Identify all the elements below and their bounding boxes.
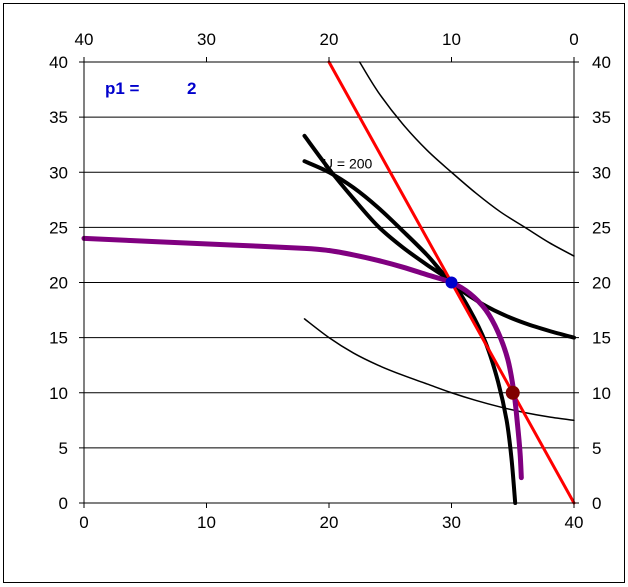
y-tick-label: 5: [59, 439, 68, 458]
indifference-thick-flat: [302, 159, 576, 340]
y-tick-label: 40: [49, 53, 68, 72]
right-tick-label: 40: [592, 53, 611, 72]
right-tick-label: 15: [592, 329, 611, 348]
right-tick-label: 20: [592, 274, 611, 293]
point-marker-1: [445, 276, 458, 289]
indifference-thin-lower: [303, 318, 575, 422]
y-tick-label: 10: [49, 384, 68, 403]
indifference-thin-upper: [358, 61, 575, 257]
right-tick-label: 35: [592, 108, 611, 127]
y-tick-label: 15: [49, 329, 68, 348]
x-tick-label: 30: [442, 513, 461, 532]
x-tick-label: 0: [79, 513, 88, 532]
top-tick-label: 0: [569, 30, 578, 49]
right-tick-label: 0: [592, 494, 601, 513]
right-tick-label: 5: [592, 439, 601, 458]
y-tick-label: 20: [49, 274, 68, 293]
right-tick-label: 25: [592, 218, 611, 237]
markers: [445, 276, 520, 400]
utility-annotation: U = 200: [323, 155, 373, 171]
x-tick-label: 20: [320, 513, 339, 532]
point-marker-2: [505, 385, 520, 400]
x-tick-label: 10: [197, 513, 216, 532]
top-tick-label: 20: [320, 30, 339, 49]
y-tick-label: 25: [49, 218, 68, 237]
axes: [79, 57, 579, 508]
top-tick-label: 10: [442, 30, 461, 49]
right-tick-label: 30: [592, 163, 611, 182]
offer-curve: [81, 235, 524, 481]
x-tick-label: 40: [565, 513, 584, 532]
right-tick-label: 10: [592, 384, 611, 403]
y-tick-label: 30: [49, 163, 68, 182]
top-tick-label: 30: [197, 30, 216, 49]
chart-frame: [3, 3, 625, 583]
param-value: 2: [187, 79, 196, 98]
y-tick-label: 35: [49, 108, 68, 127]
param-label: p1 =: [105, 79, 140, 98]
top-tick-label: 40: [75, 30, 94, 49]
y-tick-label: 0: [59, 494, 68, 513]
